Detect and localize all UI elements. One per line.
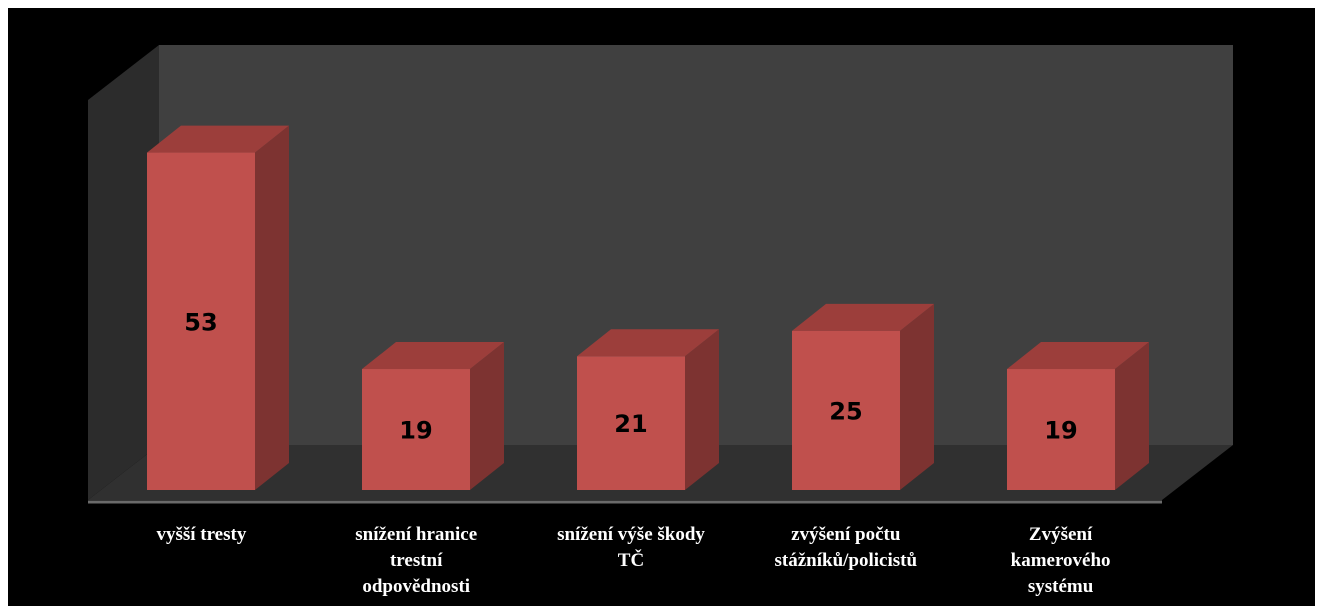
- category-label-2-line-1: snížení hranice: [355, 524, 477, 545]
- category-label-5: Zvýšení kamerového systému: [1011, 524, 1111, 597]
- category-label-3: snížení výše škody TČ: [557, 524, 705, 571]
- category-label-4-line-1: zvýšení počtu: [791, 524, 901, 545]
- data-label-5: 19: [1044, 417, 1077, 445]
- bar-5-front: [1007, 369, 1115, 490]
- category-label-2-line-3: odpovědnosti: [362, 576, 470, 597]
- category-label-4-line-2: stážníků/policistů: [775, 550, 918, 571]
- bar-2-side: [470, 342, 504, 490]
- category-label-3-line-1: snížení výše škody: [557, 524, 705, 545]
- bar-3-front: [577, 356, 685, 490]
- category-label-4: zvýšení počtu stážníků/policistů: [775, 524, 918, 571]
- side-wall: [88, 45, 159, 500]
- category-label-2-line-2: trestní: [390, 550, 443, 571]
- bar-3-side: [685, 329, 719, 490]
- category-label-5-line-3: systému: [1028, 576, 1094, 597]
- data-label-2: 19: [399, 417, 432, 445]
- bar-1-side: [255, 125, 289, 491]
- bar-5: 19: [1007, 342, 1149, 490]
- category-label-2: snížení hranice trestní odpovědnosti: [355, 524, 477, 597]
- bar-3-top: [577, 329, 719, 357]
- data-label-4: 25: [829, 397, 862, 425]
- bar-3: 21: [577, 329, 719, 490]
- bars-group: 53 19 21 25 19: [147, 125, 1149, 491]
- bar-2-top: [362, 342, 504, 370]
- data-label-3: 21: [614, 410, 647, 438]
- bar-2: 19: [362, 342, 504, 490]
- bar-5-side: [1115, 342, 1149, 490]
- category-labels-group: vyšší tresty snížení hranice trestní odpově…: [156, 524, 1110, 597]
- category-label-1: vyšší tresty: [156, 524, 246, 545]
- category-label-5-line-2: kamerového: [1011, 550, 1111, 571]
- category-label-3-line-2: TČ: [618, 549, 644, 571]
- bar-1-front: [147, 152, 255, 491]
- category-label-5-line-1: Zvýšení: [1029, 524, 1093, 545]
- bar-1: 53: [147, 125, 289, 491]
- bar-4-front: [792, 330, 900, 490]
- category-label-1-line-1: vyšší tresty: [156, 524, 246, 545]
- data-label-1: 53: [184, 308, 217, 336]
- bar-2-front: [362, 369, 470, 490]
- bar-5-top: [1007, 342, 1149, 370]
- bar-4: 25: [792, 303, 934, 490]
- bar-4-top: [792, 303, 934, 331]
- bar-1-top: [147, 125, 289, 153]
- bar-4-side: [900, 303, 934, 490]
